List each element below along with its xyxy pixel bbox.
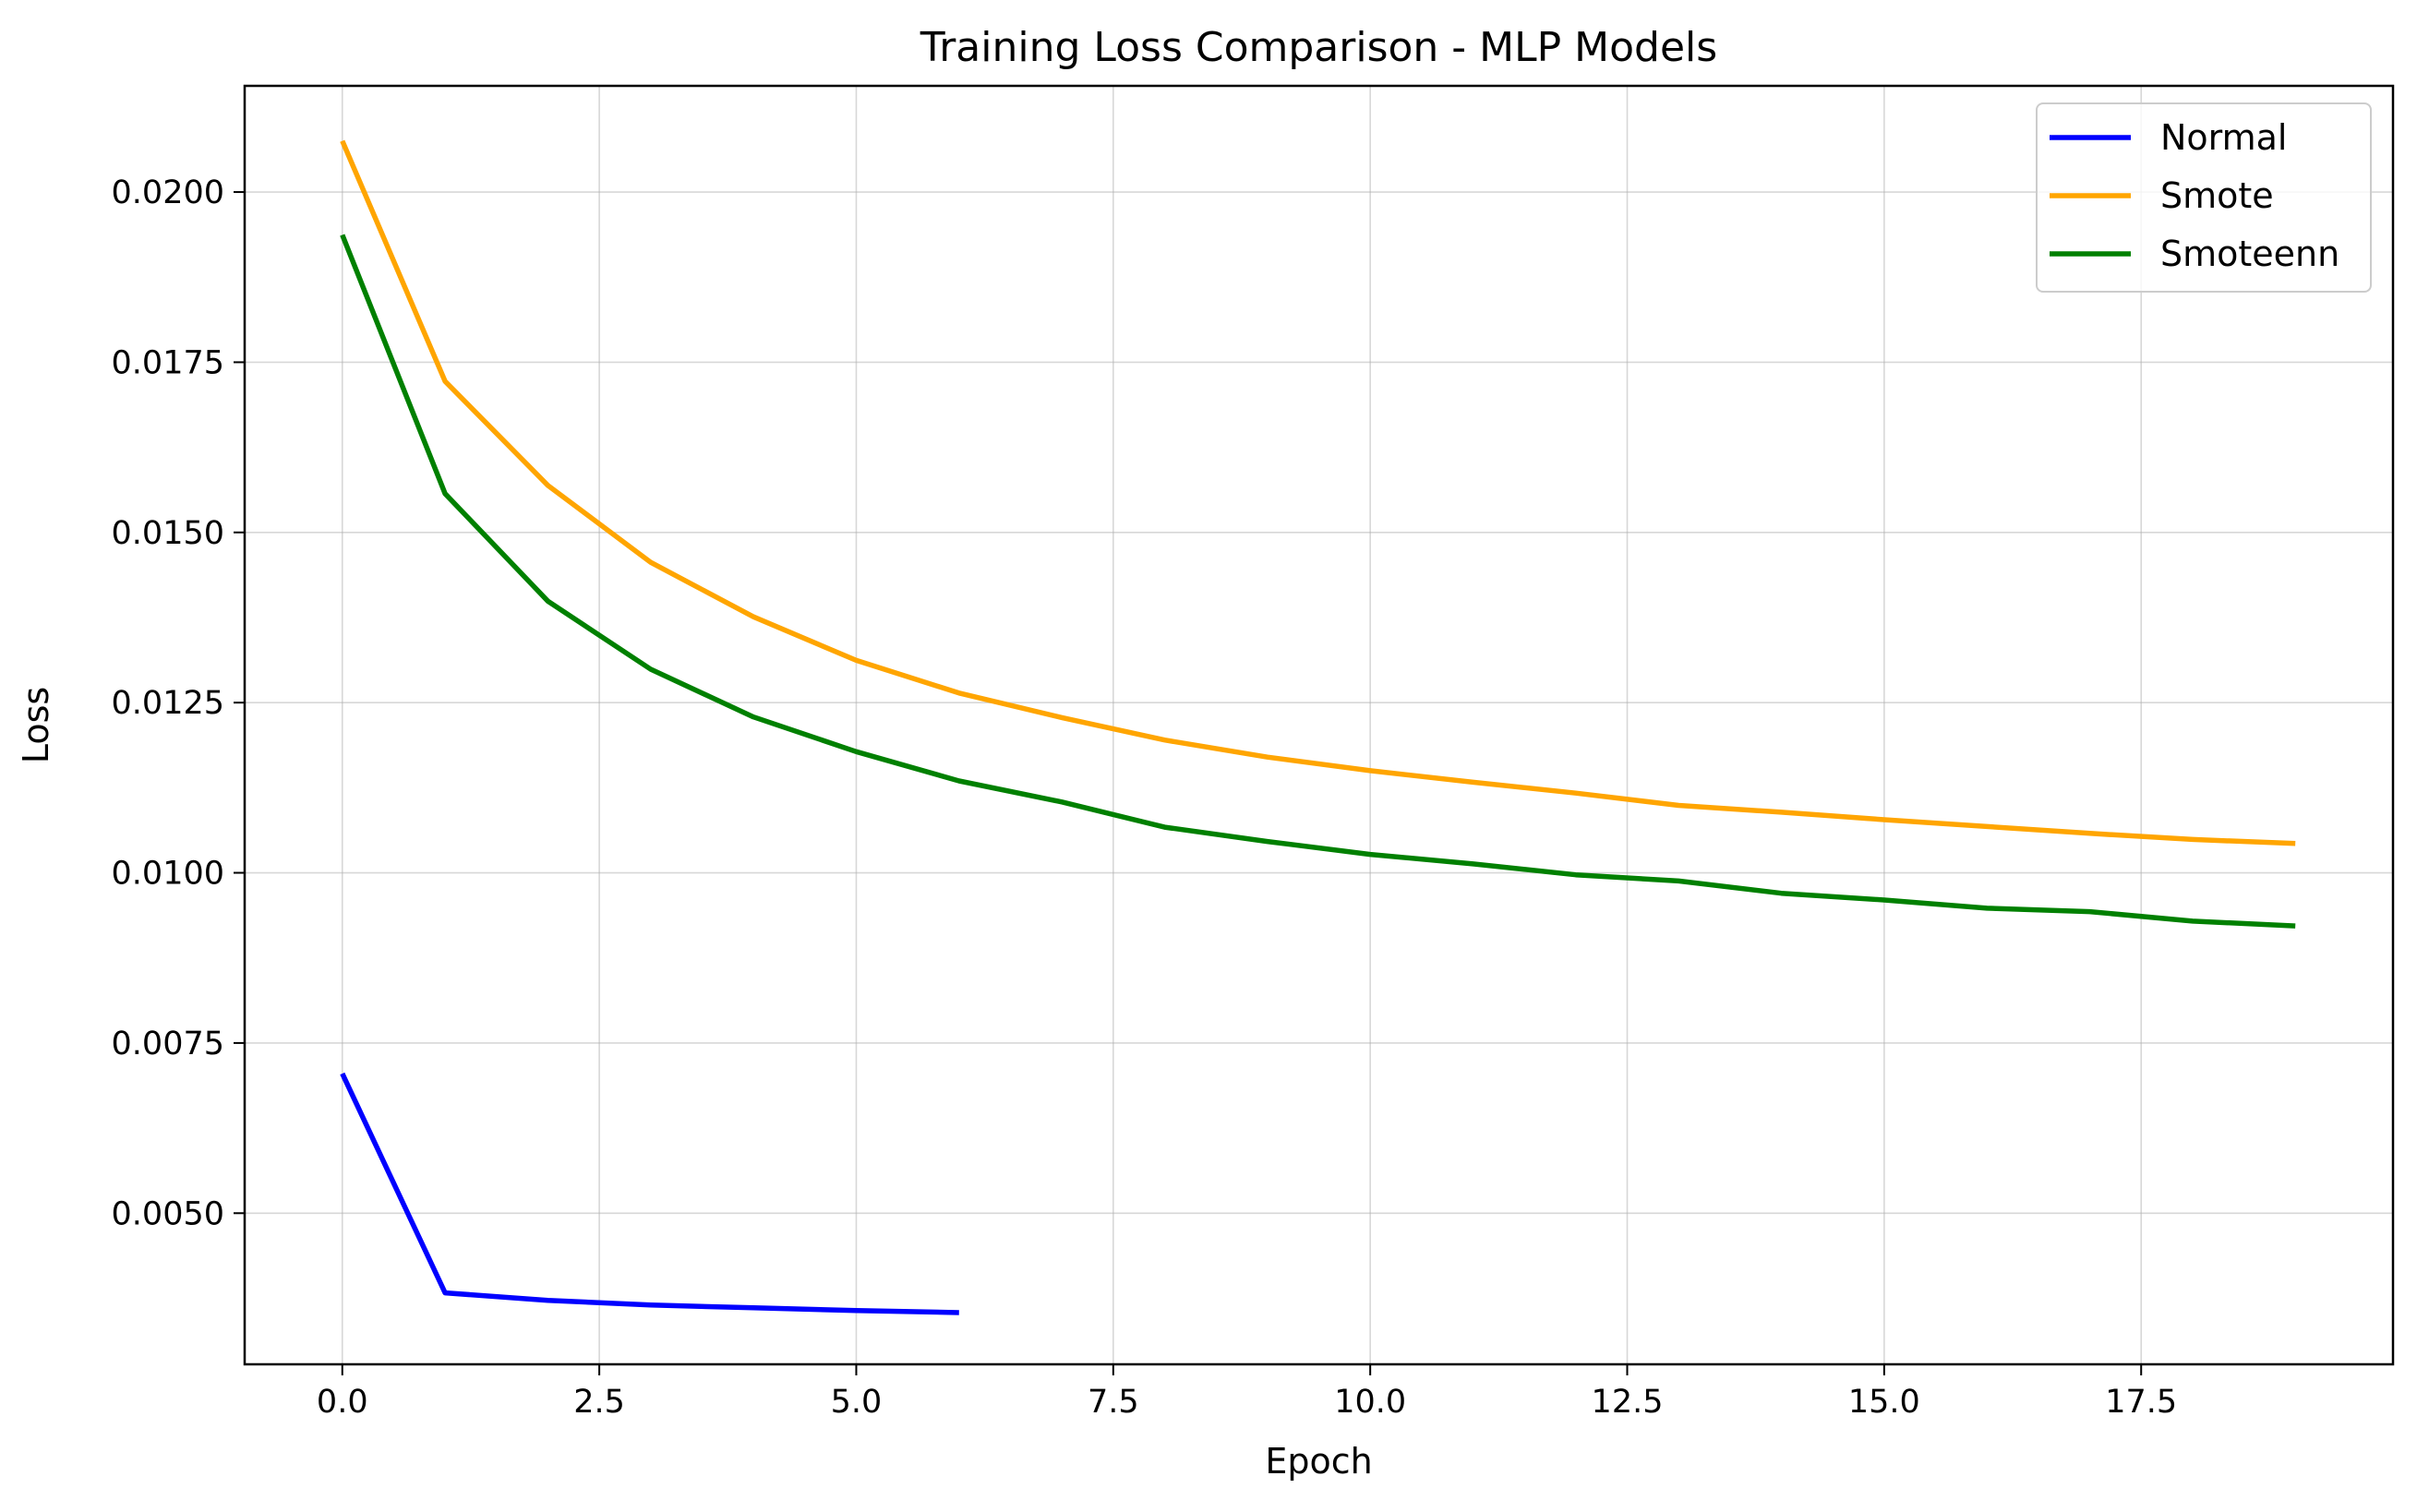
- y-tick-label: 0.0100: [112, 856, 224, 893]
- x-tick-label: 15.0: [1848, 1384, 1920, 1421]
- chart-title: Training Loss Comparison - MLP Models: [920, 24, 1717, 71]
- x-tick-label: 7.5: [1088, 1384, 1139, 1421]
- axis-ticks: 0.0 2.5 5.0 7.5 10.0 12.5 15.0 17.5 0.0050 0.0075…: [112, 174, 2178, 1421]
- y-axis-title: Loss: [16, 687, 56, 763]
- x-axis-title: Epoch: [1265, 1441, 1372, 1482]
- series-line-normal: [340, 1072, 959, 1315]
- x-tick-label: 10.0: [1334, 1384, 1406, 1421]
- y-tick-label: 0.0050: [112, 1195, 224, 1232]
- y-tick-label: 0.0125: [112, 685, 224, 722]
- legend-label-smote: Smote: [2160, 175, 2274, 216]
- x-tick-label: 17.5: [2105, 1384, 2177, 1421]
- series-line-smote: [340, 139, 2296, 846]
- series-lines: [340, 139, 2296, 1315]
- series-line-smoteenn: [340, 234, 2296, 929]
- x-tick-label: 2.5: [573, 1384, 625, 1421]
- legend-label-normal: Normal: [2160, 117, 2288, 158]
- y-tick-label: 0.0175: [112, 344, 224, 381]
- legend: Normal Smote Smoteenn: [2036, 102, 2372, 293]
- y-tick-label: 0.0075: [112, 1026, 224, 1062]
- x-tick-label: 5.0: [831, 1384, 883, 1421]
- legend-box: [2036, 102, 2372, 293]
- y-tick-label: 0.0150: [112, 515, 224, 552]
- plot-area-frame: [243, 84, 2395, 1366]
- y-tick-label: 0.0200: [112, 174, 224, 211]
- x-tick-label: 12.5: [1592, 1384, 1664, 1421]
- legend-label-smoteenn: Smoteenn: [2160, 234, 2339, 274]
- x-tick-label: 0.0: [317, 1384, 368, 1421]
- grid-lines: [245, 86, 2393, 1364]
